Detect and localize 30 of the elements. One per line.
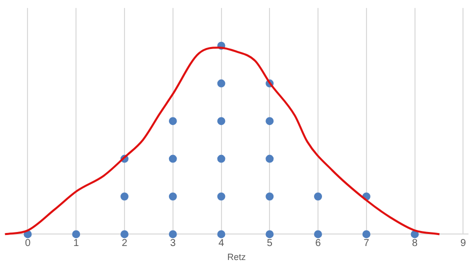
point xyxy=(217,192,226,200)
point xyxy=(120,230,128,238)
x-tick-label: 3 xyxy=(170,238,176,249)
x-tick-label: 0 xyxy=(24,238,31,249)
point xyxy=(168,117,177,126)
point xyxy=(217,230,226,238)
x-tick-label: 5 xyxy=(266,238,273,249)
point xyxy=(217,117,226,126)
x-tick-label: 2 xyxy=(122,238,128,249)
x-tick-label: 8 xyxy=(412,238,418,249)
point xyxy=(266,230,274,238)
point xyxy=(217,79,226,88)
x-tick-label: 1 xyxy=(73,238,80,249)
point xyxy=(72,230,80,238)
point xyxy=(168,154,177,163)
x-tick-label: 6 xyxy=(315,238,322,249)
point xyxy=(168,230,177,238)
x-tick-label: 9 xyxy=(460,238,466,249)
point xyxy=(314,192,322,200)
x-tick-label: 7 xyxy=(364,238,370,249)
point xyxy=(266,154,274,163)
point xyxy=(266,192,274,200)
point xyxy=(266,117,274,126)
x-tick-label: 4 xyxy=(218,238,224,249)
point xyxy=(120,192,128,200)
point xyxy=(314,230,322,238)
x-axis-title: Retz xyxy=(227,252,246,262)
point xyxy=(362,230,370,238)
point xyxy=(168,192,177,200)
point xyxy=(217,154,226,163)
